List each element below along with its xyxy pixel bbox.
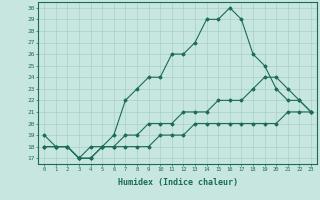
X-axis label: Humidex (Indice chaleur): Humidex (Indice chaleur) [118,178,238,187]
